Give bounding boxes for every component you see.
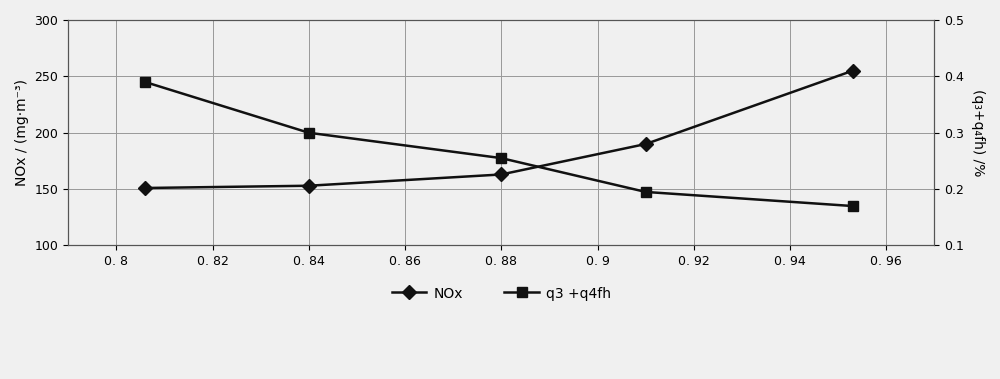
NOx bbox=[139, 186, 151, 190]
Legend: NOx, q3 +q4fh: NOx, q3 +q4fh bbox=[386, 281, 617, 306]
q3 +q4fh bbox=[139, 80, 151, 84]
Y-axis label: (q₃+q₄fh) /%: (q₃+q₄fh) /% bbox=[971, 89, 985, 177]
q3 +q4fh bbox=[495, 156, 507, 160]
NOx bbox=[303, 183, 315, 188]
Line: NOx: NOx bbox=[140, 66, 857, 193]
NOx bbox=[640, 142, 652, 146]
Line: q3 +q4fh: q3 +q4fh bbox=[140, 77, 857, 211]
NOx bbox=[495, 172, 507, 177]
Y-axis label: NOx / (mg·m⁻³): NOx / (mg·m⁻³) bbox=[15, 79, 29, 186]
NOx bbox=[847, 69, 859, 73]
q3 +q4fh bbox=[640, 190, 652, 194]
q3 +q4fh bbox=[847, 204, 859, 208]
q3 +q4fh bbox=[303, 130, 315, 135]
